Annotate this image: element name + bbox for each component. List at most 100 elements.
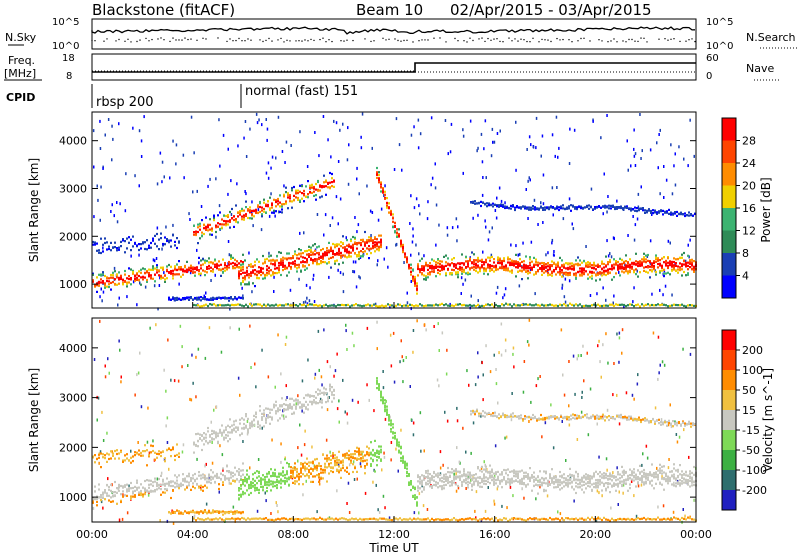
- velocity-cell: [222, 467, 224, 470]
- velocity-cell: [280, 472, 282, 475]
- power-cell: [368, 236, 370, 239]
- power-cell: [374, 243, 376, 246]
- velocity-noise-cell: [421, 484, 423, 488]
- power-cell: [683, 304, 685, 307]
- power-cell: [617, 265, 619, 268]
- power-cell: [635, 263, 637, 266]
- power-cell: [172, 277, 174, 280]
- power-cell: [453, 269, 455, 272]
- velocity-noise-cell: [412, 329, 415, 332]
- velocity-cell: [350, 461, 352, 464]
- velocity-noise-cell: [102, 506, 104, 510]
- power-noise-cell: [602, 286, 604, 290]
- velocity-cell: [362, 455, 364, 458]
- velocity-noise-cell: [601, 494, 603, 498]
- velocity-noise-cell: [119, 348, 121, 352]
- velocity-cell: [243, 418, 245, 421]
- velocity-noise-cell: [605, 457, 608, 461]
- power-noise-cell: [410, 307, 412, 311]
- power-cell: [242, 271, 244, 274]
- velocity-cell: [260, 478, 262, 481]
- velocity-cell: [197, 440, 199, 443]
- velocity-cell: [230, 471, 232, 474]
- velocity-noise-cell: [316, 510, 318, 514]
- velocity-cell: [198, 474, 200, 477]
- power-cell: [314, 259, 316, 263]
- velocity-cell: [346, 470, 348, 473]
- power-noise-cell: [377, 218, 380, 222]
- power-cell: [475, 262, 477, 265]
- power-colorbar-label: Power [dB]: [759, 177, 773, 242]
- velocity-noise-cell: [523, 360, 526, 363]
- power-cell: [658, 210, 660, 213]
- power-cell: [578, 205, 580, 208]
- power-cell: [394, 230, 396, 233]
- power-noise-cell: [342, 290, 345, 294]
- velocity-noise-cell: [332, 454, 334, 458]
- power-cell: [207, 304, 209, 308]
- power-cell: [477, 266, 479, 269]
- power-cell: [613, 304, 615, 307]
- power-cell: [312, 258, 314, 262]
- power-cell: [607, 263, 609, 266]
- power-cell: [679, 256, 681, 260]
- power-cell: [140, 268, 142, 271]
- velocity-noise-cell: [610, 506, 612, 510]
- power-cell: [218, 264, 220, 267]
- velocity-cell: [264, 476, 266, 479]
- power-cell: [661, 303, 663, 306]
- velocity-cell: [136, 486, 138, 489]
- power-cell: [581, 261, 583, 264]
- velocity-cell: [274, 468, 276, 471]
- power-cell: [687, 261, 689, 264]
- power-cell: [214, 263, 216, 266]
- power-cell: [479, 259, 481, 262]
- velocity-cell: [200, 484, 202, 487]
- velocity-cell: [233, 429, 235, 432]
- velocity-cell: [331, 391, 333, 394]
- power-cell: [519, 262, 521, 265]
- power-cell: [368, 248, 370, 251]
- power-noise-cell: [306, 165, 309, 168]
- velocity-cell: [186, 511, 188, 514]
- power-cell: [318, 256, 320, 259]
- power-cell: [364, 250, 366, 253]
- velocity-cell: [130, 496, 132, 499]
- power-cell: [216, 297, 218, 300]
- power-cell: [356, 247, 358, 250]
- velocity-cell: [221, 431, 223, 434]
- velocity-cell: [152, 449, 154, 453]
- velocity-cell: [380, 459, 382, 462]
- power-cell: [502, 205, 504, 208]
- power-cell: [388, 211, 390, 214]
- power-cell: [204, 274, 206, 277]
- velocity-cell: [314, 465, 316, 468]
- power-cell: [112, 274, 114, 277]
- power-cell: [380, 244, 382, 247]
- power-cell: [252, 282, 254, 285]
- velocity-cell: [309, 400, 311, 403]
- velocity-cell: [152, 484, 154, 487]
- power-noise-cell: [418, 204, 420, 208]
- power-cell: [260, 267, 262, 271]
- power-cell: [102, 280, 104, 283]
- power-cell: [207, 226, 209, 229]
- power-cell: [110, 241, 112, 244]
- power-cell: [265, 304, 267, 307]
- power-noise-cell: [172, 139, 174, 143]
- power-cell: [433, 304, 435, 307]
- power-cell: [174, 299, 176, 302]
- power-cell: [561, 259, 563, 262]
- velocity-noise-cell: [393, 380, 396, 384]
- velocity-cell: [286, 461, 288, 465]
- power-cell: [224, 262, 226, 265]
- power-cell: [138, 270, 140, 273]
- power-cell: [675, 258, 677, 261]
- power-cell: [567, 272, 569, 275]
- velocity-cell: [120, 499, 122, 502]
- power-cell: [96, 284, 98, 287]
- power-cell: [325, 180, 327, 183]
- power-cell: [293, 198, 295, 201]
- power-cell: [272, 271, 274, 274]
- velocity-cell: [227, 431, 229, 434]
